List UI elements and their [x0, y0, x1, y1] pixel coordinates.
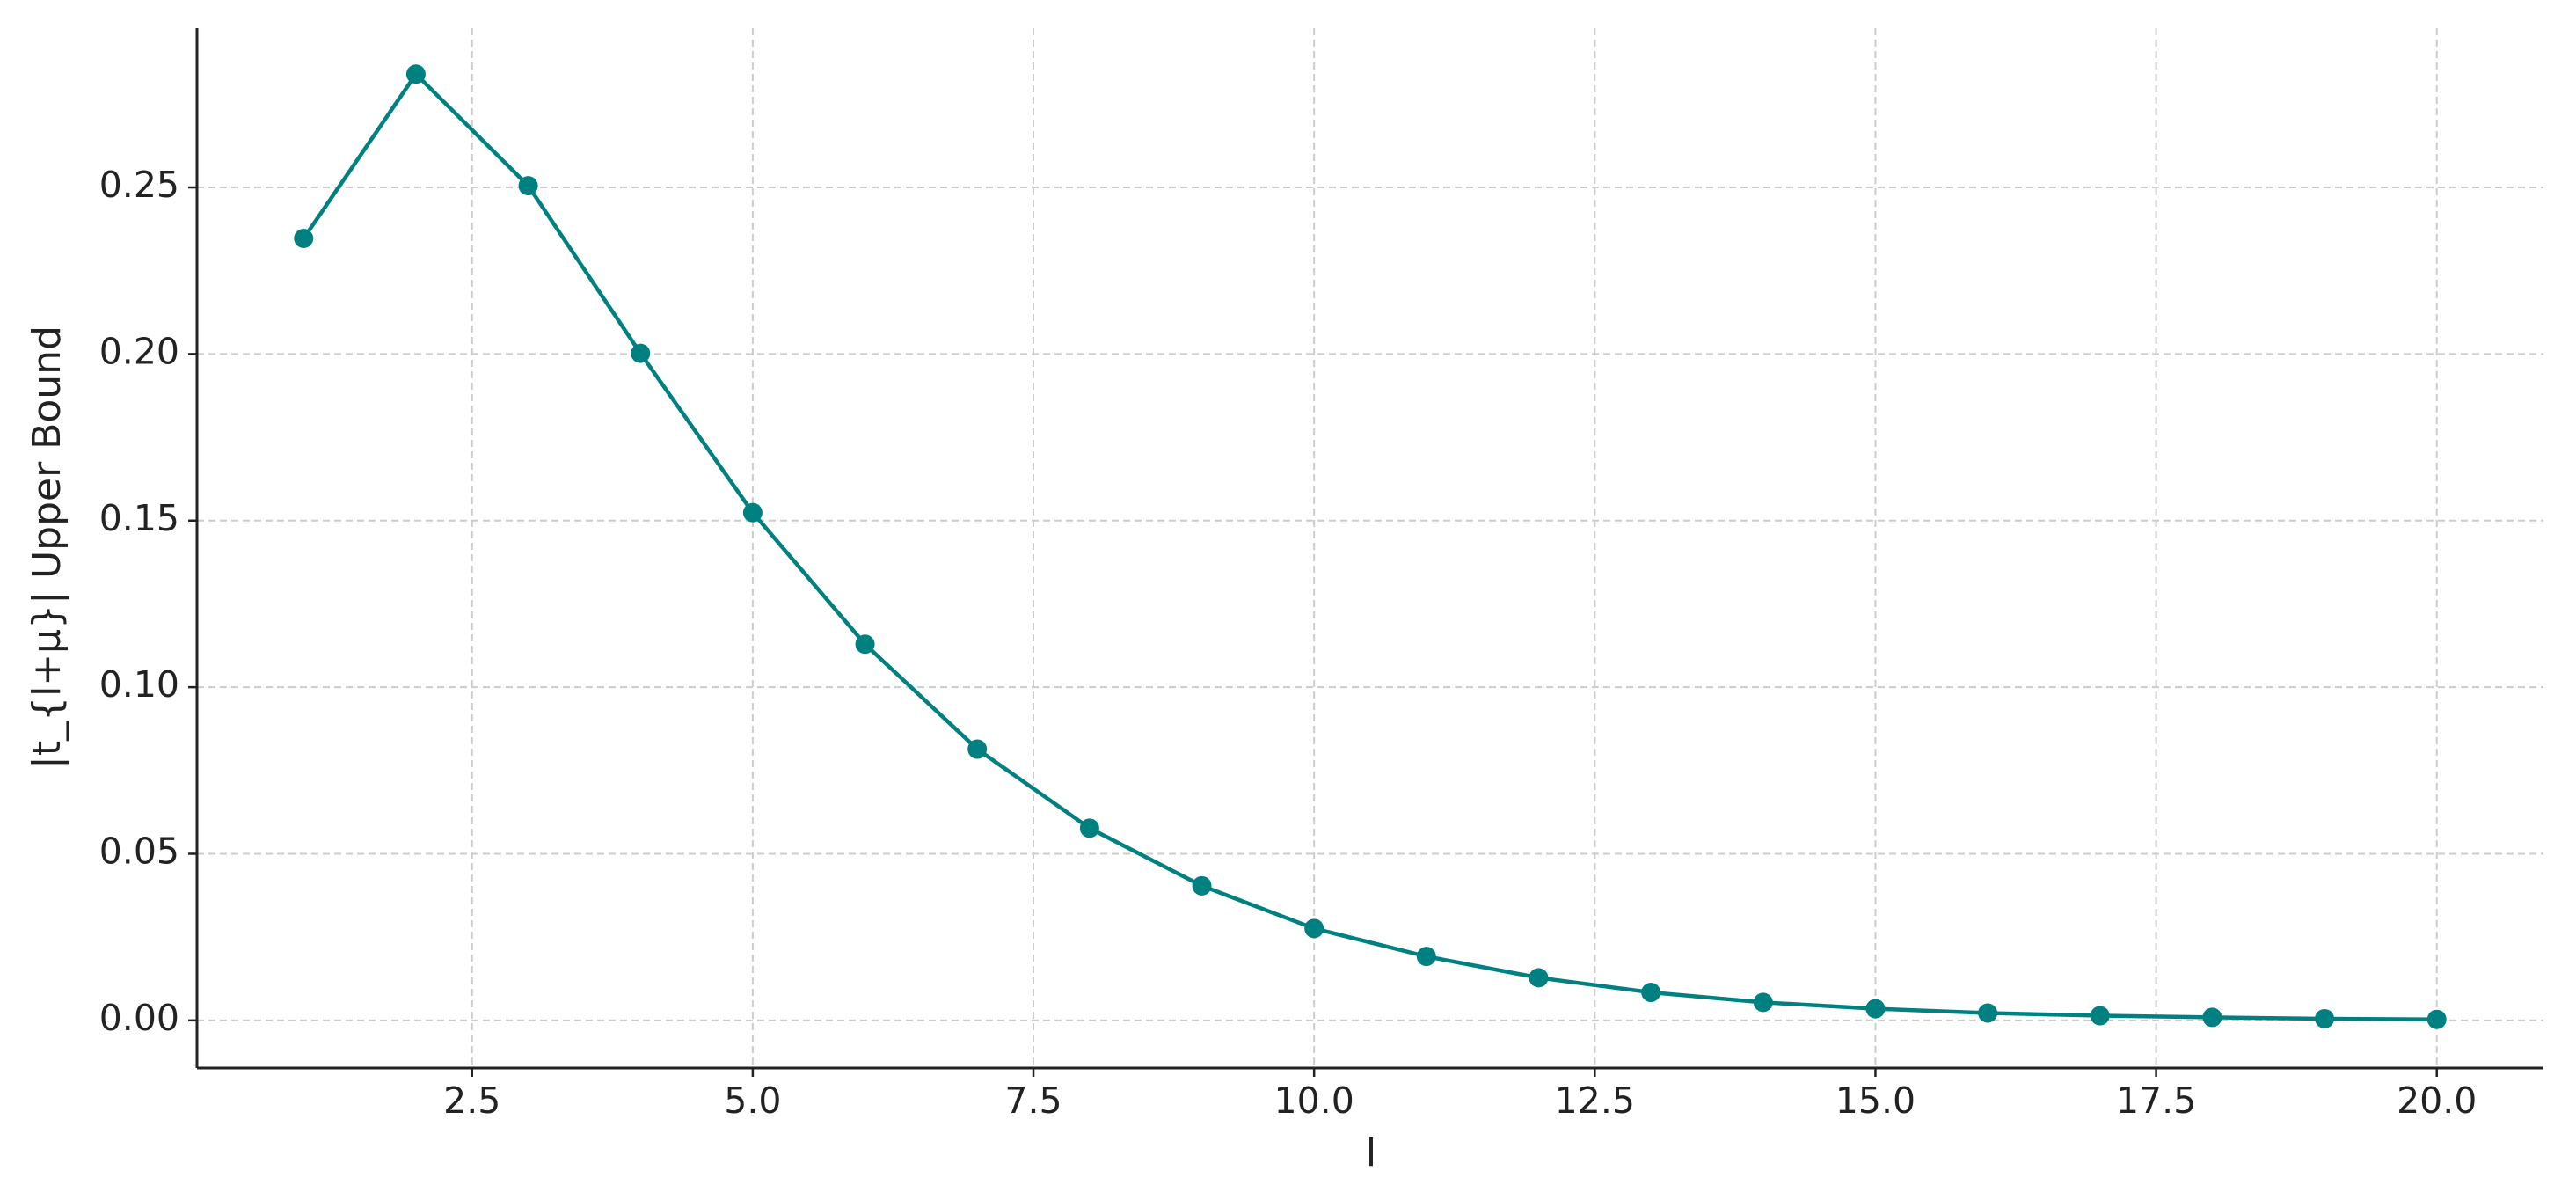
x-tick-label: 7.5	[1004, 1079, 1062, 1122]
y-tick-label: 0.25	[99, 164, 179, 206]
data-point	[967, 739, 988, 759]
y-tick-label: 0.00	[99, 997, 179, 1039]
x-tick-label: 17.5	[2116, 1079, 2196, 1122]
data-point	[1865, 999, 1886, 1019]
data-point	[1192, 875, 1212, 896]
data-point	[2202, 1007, 2222, 1028]
data-point	[1641, 983, 1661, 1003]
x-tick-label: 15.0	[1835, 1079, 1916, 1122]
x-tick-label: 12.5	[1555, 1079, 1635, 1122]
data-point	[1079, 818, 1099, 838]
data-point	[1978, 1003, 1998, 1023]
y-axis-label: |t_{l+μ}| Upper Bound	[25, 326, 69, 769]
x-tick-label: 2.5	[443, 1079, 500, 1122]
x-tick-label: 20.0	[2397, 1079, 2477, 1122]
y-tick-label: 0.05	[99, 830, 179, 872]
data-point	[1529, 968, 1549, 988]
data-point	[631, 343, 651, 363]
data-point	[405, 64, 426, 84]
data-point	[1416, 947, 1436, 967]
data-point	[294, 228, 314, 248]
y-tick-label: 0.20	[99, 330, 179, 372]
x-axis-label: l	[1366, 1130, 1376, 1175]
y-tick-label: 0.10	[99, 663, 179, 706]
data-point	[518, 176, 538, 196]
data-point	[855, 634, 875, 655]
data-point	[2315, 1008, 2335, 1028]
data-point	[1753, 992, 1773, 1013]
y-tick-label: 0.15	[99, 497, 179, 539]
x-tick-label: 5.0	[724, 1079, 781, 1122]
data-line	[302, 72, 2437, 1021]
data-point	[2426, 1009, 2447, 1029]
x-tick-label: 10.0	[1274, 1079, 1354, 1122]
data-point	[1304, 918, 1324, 939]
data-point	[2090, 1006, 2110, 1026]
data-point	[742, 502, 763, 523]
